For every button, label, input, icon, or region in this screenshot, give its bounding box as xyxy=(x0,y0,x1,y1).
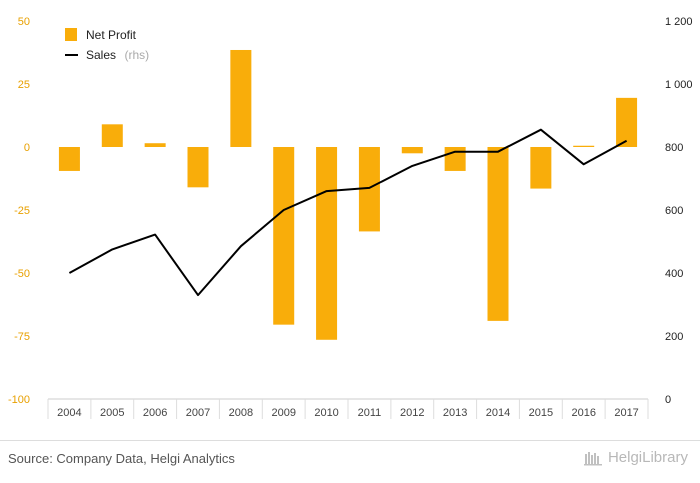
legend: Net Profit Sales (rhs) xyxy=(65,28,149,63)
legend-net-profit-swatch xyxy=(65,28,77,41)
x-tick-label: 2005 xyxy=(100,407,124,419)
net-profit-bar xyxy=(444,147,466,171)
net-profit-bar xyxy=(573,145,595,147)
right-axis-ticks: 1 200 1 000 800 600 400 200 0 xyxy=(665,16,693,406)
left-tick-label: 25 xyxy=(18,79,30,91)
net-profit-bar xyxy=(230,49,252,148)
sales-line xyxy=(68,128,628,297)
helgi-library-logo: HelgiLibrary xyxy=(583,449,688,466)
footer-divider xyxy=(0,440,700,441)
right-tick-label: 1 000 xyxy=(665,79,693,91)
sales-line-group xyxy=(68,128,628,297)
x-tick-label: 2004 xyxy=(57,407,81,419)
x-tick-label: 2007 xyxy=(186,407,210,419)
right-tick-label: 1 200 xyxy=(665,16,693,28)
right-tick-label: 200 xyxy=(665,331,683,343)
x-tick-label: 2009 xyxy=(271,407,295,419)
right-tick-label: 800 xyxy=(665,142,683,154)
source-note: Source: Company Data, Helgi Analytics xyxy=(8,451,235,466)
net-profit-bar xyxy=(401,147,423,154)
net-profit-bar xyxy=(358,147,380,232)
x-tick-label: 2011 xyxy=(358,407,382,419)
net-profit-bar xyxy=(101,124,123,147)
left-tick-label: -100 xyxy=(8,394,30,406)
right-tick-label: 600 xyxy=(665,205,683,217)
left-tick-label: -25 xyxy=(14,205,30,217)
left-tick-label: -50 xyxy=(14,268,30,280)
logo-text: HelgiLibrary xyxy=(607,449,688,466)
net-profit-bar xyxy=(616,97,638,147)
left-tick-label: 0 xyxy=(24,142,30,154)
x-tick-label: 2016 xyxy=(571,407,595,419)
net-profit-bar xyxy=(187,147,209,188)
x-axis: 2004 2005 2006 2007 2008 2009 2010 2011 2012 2013… xyxy=(47,398,649,419)
net-profit-bars xyxy=(58,49,638,340)
net-profit-bar xyxy=(530,147,552,189)
right-tick-label: 400 xyxy=(665,268,683,280)
x-tick-label: 2014 xyxy=(486,407,510,419)
library-icon xyxy=(583,451,602,465)
net-profit-bar xyxy=(58,147,80,171)
net-profit-bar xyxy=(144,143,166,147)
net-profit-bar xyxy=(487,147,509,321)
net-profit-bar xyxy=(316,147,338,340)
x-tick-label: 2008 xyxy=(229,407,253,419)
net-profit-bar xyxy=(273,147,295,325)
legend-sales-text: Sales (rhs) xyxy=(86,46,149,63)
x-tick-label: 2012 xyxy=(400,407,424,419)
right-tick-label: 0 xyxy=(665,394,671,406)
x-tick-label: 2006 xyxy=(143,407,167,419)
left-axis-ticks: 50 25 0 -25 -50 -75 -100 xyxy=(8,16,30,406)
legend-sales-label: Sales xyxy=(86,48,116,62)
legend-net-profit-label: Net Profit xyxy=(86,28,137,42)
x-tick-label: 2015 xyxy=(529,407,553,419)
chart: 50 25 0 -25 -50 -75 -100 1 200 1 000 800 600 400 20… xyxy=(8,16,693,419)
legend-sales-note: (rhs) xyxy=(124,48,149,62)
x-tick-label: 2017 xyxy=(614,407,638,419)
x-tick-label: 2010 xyxy=(314,407,338,419)
left-tick-label: 50 xyxy=(18,16,30,28)
x-tick-label: 2013 xyxy=(443,407,467,419)
left-tick-label: -75 xyxy=(14,331,30,343)
